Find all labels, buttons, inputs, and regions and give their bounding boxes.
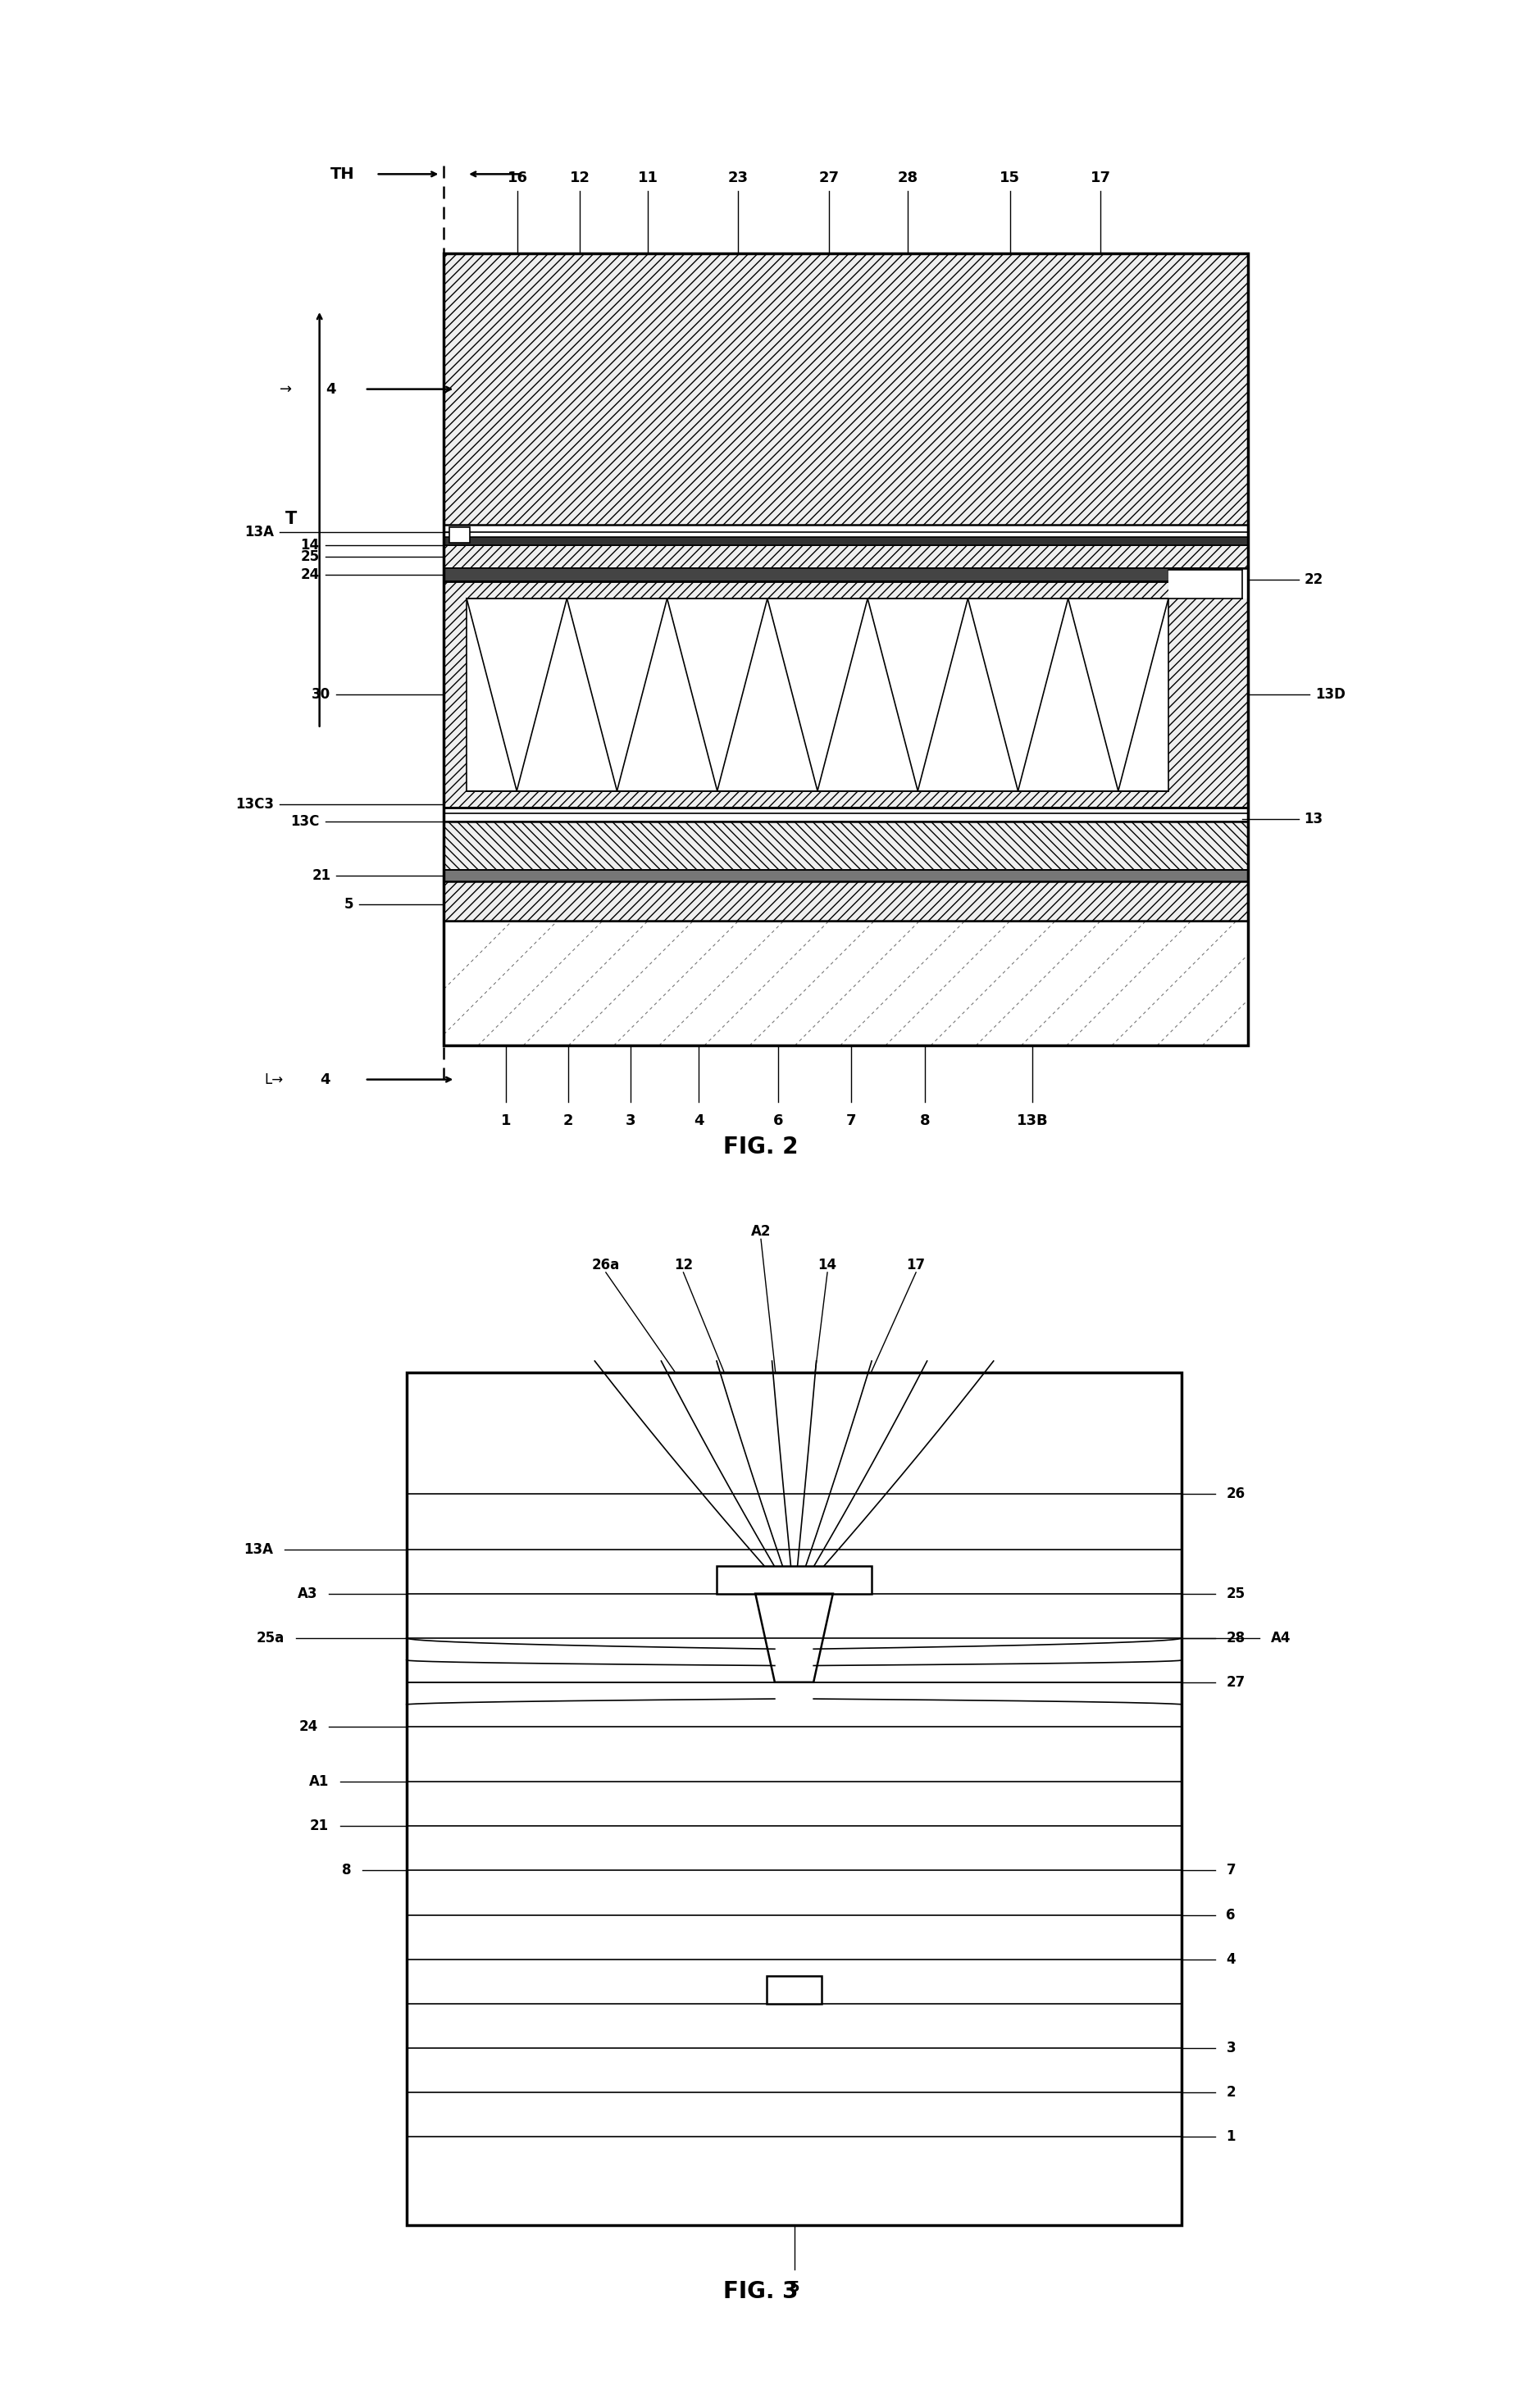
Text: 6: 6 [1226, 1907, 1235, 1922]
Bar [444, 253, 1247, 1045]
Text: TH: TH [330, 166, 354, 183]
Text: 7: 7 [846, 1112, 856, 1129]
Bar [444, 568, 1247, 583]
Text: T: T [286, 510, 297, 527]
Text: A1: A1 [309, 1775, 329, 1789]
Text: 22: 22 [1303, 571, 1323, 588]
Text: 11: 11 [637, 171, 657, 185]
Text: L→: L→ [265, 1072, 283, 1086]
Text: 23: 23 [727, 171, 748, 185]
Bar [444, 881, 1247, 922]
Text: 24: 24 [300, 568, 319, 583]
Text: 8: 8 [341, 1864, 351, 1878]
Text: FIG. 3: FIG. 3 [722, 2280, 799, 2302]
Bar [406, 1373, 1182, 2225]
Bar [767, 1975, 821, 2003]
Text: 13: 13 [1303, 811, 1322, 826]
Text: 17: 17 [1089, 171, 1110, 185]
Text: 13D: 13D [1314, 686, 1345, 703]
Text: 25a: 25a [257, 1630, 284, 1645]
Text: FIG. 2: FIG. 2 [722, 1137, 799, 1158]
Text: 8: 8 [919, 1112, 929, 1129]
Text: 7: 7 [1226, 1864, 1235, 1878]
Text: 4: 4 [1226, 1953, 1235, 1967]
Text: 25: 25 [300, 549, 319, 563]
Bar [444, 544, 1247, 568]
Text: →: → [280, 383, 292, 397]
Text: 4: 4 [319, 1072, 330, 1086]
Text: 30: 30 [312, 686, 330, 703]
Text: 3: 3 [625, 1112, 636, 1129]
Text: 13B: 13B [1016, 1112, 1048, 1129]
Bar [444, 253, 1247, 525]
Text: 28: 28 [1226, 1630, 1244, 1645]
Text: 27: 27 [818, 171, 838, 185]
Text: 13A: 13A [243, 1541, 274, 1556]
Bar [444, 922, 1247, 1045]
Text: 14: 14 [817, 1257, 837, 1271]
Text: 1: 1 [500, 1112, 511, 1129]
Text: 1: 1 [1226, 2129, 1235, 2143]
Bar [1168, 571, 1247, 600]
Text: 17: 17 [907, 1257, 925, 1271]
Bar [444, 869, 1247, 881]
Text: 4: 4 [694, 1112, 703, 1129]
Text: 21: 21 [310, 1818, 329, 1832]
Text: 12: 12 [674, 1257, 692, 1271]
Text: 26a: 26a [592, 1257, 619, 1271]
Bar [449, 527, 470, 544]
Text: 2: 2 [1226, 2085, 1235, 2100]
Text: 13A: 13A [245, 525, 274, 539]
Text: 26: 26 [1226, 1486, 1244, 1500]
Text: A2: A2 [750, 1223, 771, 1240]
Text: A3: A3 [298, 1587, 318, 1601]
Text: 16: 16 [506, 171, 528, 185]
Text: 25: 25 [1226, 1587, 1244, 1601]
Text: 5: 5 [344, 896, 353, 913]
Text: 4: 4 [325, 383, 336, 397]
Text: 27: 27 [1226, 1676, 1244, 1690]
Text: 6: 6 [773, 1112, 783, 1129]
Text: 13C: 13C [291, 814, 319, 828]
Text: 14: 14 [300, 537, 319, 554]
Bar [444, 583, 1247, 809]
Text: 15: 15 [999, 171, 1019, 185]
Text: 5: 5 [788, 2280, 799, 2295]
Text: 28: 28 [897, 171, 917, 185]
Text: 24: 24 [298, 1719, 318, 1734]
Bar [444, 537, 1247, 544]
Text: 21: 21 [312, 869, 330, 884]
Text: A4: A4 [1270, 1630, 1290, 1645]
Text: 3: 3 [1226, 2040, 1235, 2054]
Text: 13C3: 13C3 [236, 797, 274, 811]
Bar [467, 600, 1168, 790]
Bar [716, 1565, 872, 1594]
Text: 2: 2 [563, 1112, 573, 1129]
Bar [444, 821, 1247, 869]
Text: 12: 12 [569, 171, 590, 185]
